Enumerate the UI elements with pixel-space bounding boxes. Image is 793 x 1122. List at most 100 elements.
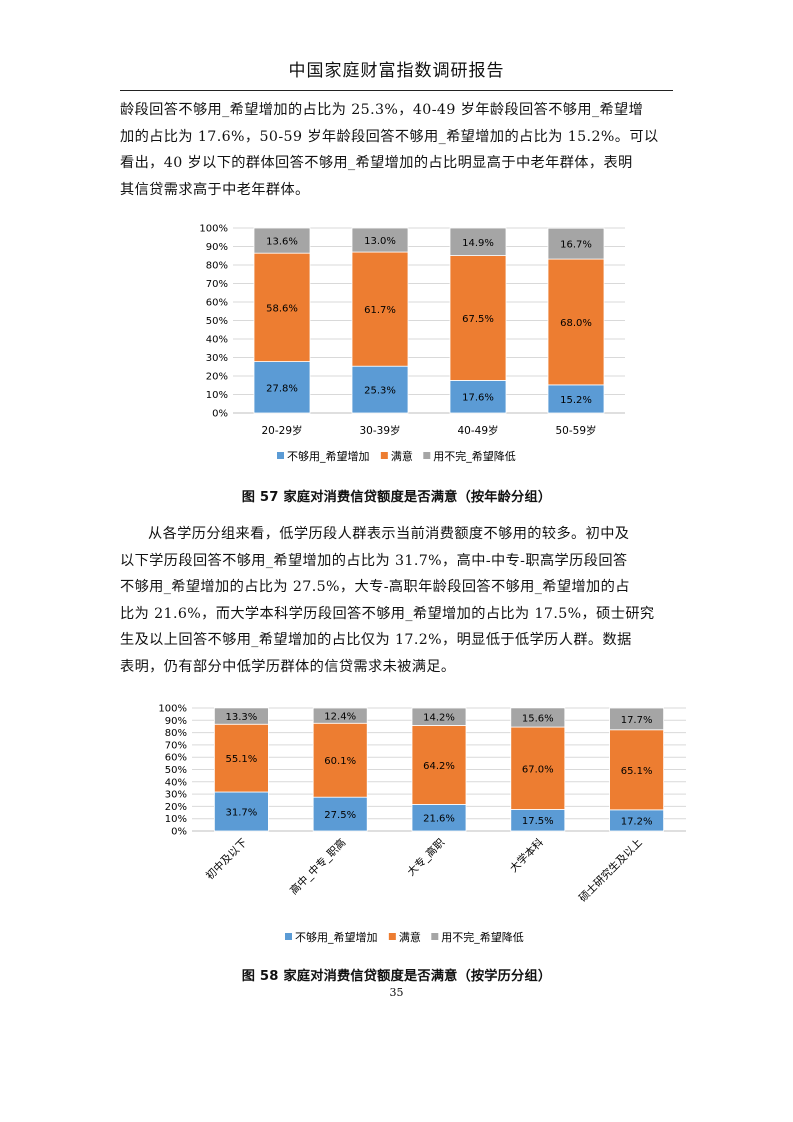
- y-tick-label: 0%: [171, 827, 187, 838]
- data-label: 17.5%: [522, 816, 554, 827]
- bar-segment: [609, 707, 665, 731]
- y-tick-label: 20%: [206, 372, 228, 383]
- paragraph-line: 表明，仍有部分中低学历群体的信贷需求未被满足。: [120, 658, 456, 675]
- y-tick-label: 10%: [206, 390, 228, 401]
- y-tick-label: 20%: [165, 802, 187, 813]
- education-group-stacked-bar-chart: 0% 10%20%30% 40%50%60% 70%80%90%100% 31.7% 55…: [158, 704, 686, 944]
- bar-segment: [214, 707, 269, 725]
- y-tick-label: 70%: [206, 279, 228, 290]
- data-label: 58.6%: [266, 303, 298, 314]
- bar-segment: [411, 707, 467, 726]
- age-group-stacked-bar-chart: 0% 10% 20% 30% 40% 50% 60% 70% 80% 90% 100% 27.8% 58…: [199, 224, 625, 463]
- paragraph-line: 龄段回答不够用_希望增加的占比为 25.3%，40-49 岁年龄段回答不够用_希…: [120, 102, 644, 118]
- data-label: 13.3%: [226, 712, 258, 723]
- data-label: 65.1%: [621, 766, 653, 777]
- legend-label: 用不完_希望降低: [433, 449, 516, 463]
- header-divider: [120, 90, 673, 91]
- page-number: 35: [389, 986, 404, 999]
- y-tick-label: 40%: [165, 777, 187, 788]
- bar-segment: [411, 804, 467, 832]
- data-label: 16.7%: [560, 240, 592, 251]
- legend-swatch: [388, 933, 396, 940]
- data-label: 12.4%: [324, 712, 356, 723]
- bar-segment: [351, 227, 409, 253]
- paragraph-line: 其信贷需求高于中老年群体。: [120, 181, 310, 198]
- y-tick-label: 90%: [206, 242, 228, 253]
- data-label: 27.5%: [324, 810, 356, 821]
- data-label: 64.2%: [423, 761, 455, 772]
- legend-swatch: [431, 933, 439, 940]
- data-label: 61.7%: [364, 305, 396, 316]
- y-tick-label: 80%: [165, 728, 187, 739]
- bar-segment: [312, 707, 368, 724]
- bar-segment: [547, 384, 605, 414]
- bar-segment: [253, 227, 311, 254]
- data-label: 13.0%: [364, 236, 396, 247]
- x-category-label: 30-39岁: [359, 424, 400, 437]
- y-tick-label: 80%: [206, 261, 228, 272]
- paragraph-line: 加的占比为 17.6%，50-59 岁年龄段回答不够用_希望增加的占比为 15.…: [120, 128, 659, 145]
- paragraph-education-analysis: 从各学历分组来看，低学历段人群表示当前消费额度不够用的较多。初中及 以下学历段回…: [120, 521, 673, 680]
- legend-swatch: [380, 452, 388, 459]
- data-label: 14.2%: [423, 713, 455, 724]
- y-tick-label: 50%: [206, 316, 228, 327]
- figure-58-chart: 0% 10% 20% 30% 40% 50% 60% 70% 80% 90% 100% 31.7% 55…: [150, 697, 690, 954]
- legend-label: 不够用_希望增加: [287, 449, 370, 463]
- data-label: 21.6%: [423, 814, 455, 825]
- bar-segment: [510, 707, 566, 728]
- bar-segment: [253, 361, 311, 414]
- bar-segment: [609, 729, 665, 811]
- bar-segment: [214, 723, 269, 793]
- data-label: 14.9%: [462, 238, 494, 249]
- x-category-label: 硕士研究生及以上: [576, 836, 645, 905]
- bar-segment: [312, 722, 368, 798]
- figure-58-caption: 图 58 家庭对消费信贷额度是否满意（按学历分组）: [241, 969, 552, 984]
- x-category-label: 初中及以下: [203, 836, 249, 882]
- bar-segment: [411, 725, 467, 805]
- data-label: 17.2%: [621, 816, 653, 827]
- data-label: 60.1%: [324, 756, 356, 767]
- y-tick-label: 100%: [158, 704, 187, 715]
- data-label: 15.6%: [522, 713, 554, 724]
- bar-segment: [253, 252, 311, 362]
- bar-segment: [510, 726, 566, 810]
- data-label: 17.7%: [621, 715, 653, 726]
- data-label: 68.0%: [560, 318, 592, 329]
- paragraph-line: 从各学历分组来看，低学历段人群表示当前消费额度不够用的较多。初中及: [148, 526, 630, 542]
- data-label: 15.2%: [560, 395, 592, 406]
- paragraph-age-analysis: 龄段回答不够用_希望增加的占比为 25.3%，40-49 岁年龄段回答不够用_希…: [120, 97, 673, 203]
- paragraph-line: 以下学历段回答不够用_希望增加的占比为 31.7%，高中-中专-职高学历段回答: [120, 552, 628, 569]
- y-tick-label: 40%: [206, 335, 228, 346]
- figure-57-caption: 图 57 家庭对消费信贷额度是否满意（按年龄分组）: [241, 490, 552, 505]
- x-category-label: 大专_高职: [405, 836, 448, 879]
- legend-swatch: [423, 452, 431, 459]
- x-category-label: 50-59岁: [555, 424, 596, 437]
- legend-swatch: [285, 933, 292, 940]
- data-label: 13.6%: [266, 237, 298, 248]
- bar-segment: [449, 255, 507, 381]
- data-label: 67.0%: [522, 764, 554, 775]
- y-tick-label: 60%: [206, 298, 228, 309]
- data-label: 67.5%: [462, 314, 494, 325]
- y-tick-label: 90%: [165, 716, 187, 727]
- paragraph-line: 看出，40 岁以下的群体回答不够用_希望增加的占比明显高于中老年群体，表明: [120, 155, 633, 171]
- x-category-label: 大学本科: [507, 836, 546, 875]
- bar-segment: [351, 365, 409, 414]
- paragraph-line: 不够用_希望增加的占比为 27.5%，大专-高职年龄段回答不够用_希望增加的占: [120, 579, 630, 595]
- bar-segment: [351, 251, 409, 367]
- legend-label: 满意: [399, 930, 421, 944]
- x-category-label: 20-29岁: [261, 424, 302, 437]
- paragraph-line: 生及以上回答不够用_希望增加的占比仅为 17.2%，明显低于低学历人群。数据: [120, 632, 632, 648]
- data-label: 25.3%: [364, 386, 396, 397]
- y-tick-label: 10%: [165, 814, 187, 825]
- page-header-title: 中国家庭财富指数调研报告: [288, 61, 505, 81]
- bar-segment: [547, 258, 605, 386]
- y-tick-label: 60%: [165, 753, 187, 764]
- paragraph-line: 比为 21.6%，而大学本科学历段回答不够用_希望增加的占比为 17.5%，硕士…: [120, 605, 655, 622]
- y-tick-label: 30%: [206, 353, 228, 364]
- data-label: 55.1%: [226, 754, 258, 765]
- bar-segment: [547, 227, 605, 260]
- x-category-label: 40-49岁: [457, 424, 498, 437]
- legend-swatch: [277, 452, 284, 459]
- y-tick-label: 0%: [212, 409, 228, 420]
